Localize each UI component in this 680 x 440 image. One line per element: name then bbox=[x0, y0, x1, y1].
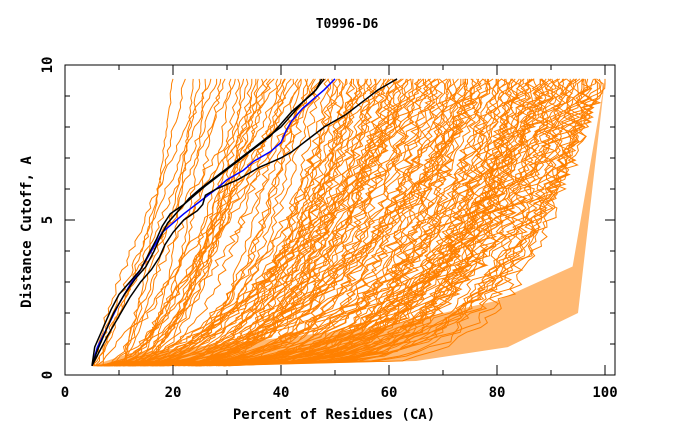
background-curve bbox=[113, 78, 387, 367]
background-curve bbox=[101, 78, 292, 367]
y-tick-label: 10 bbox=[40, 57, 56, 74]
background-curve bbox=[120, 78, 253, 367]
background-curve bbox=[184, 78, 482, 367]
background-curve bbox=[196, 78, 549, 367]
background-curve bbox=[156, 78, 589, 367]
background-curve bbox=[102, 78, 275, 366]
background-curve bbox=[114, 78, 422, 367]
background-curve bbox=[125, 78, 327, 366]
background-curve bbox=[191, 78, 538, 367]
highlight-black-3-line bbox=[91, 78, 398, 367]
background-curve bbox=[94, 78, 226, 367]
background-curve bbox=[95, 78, 268, 367]
highlight-black-2-line bbox=[91, 78, 323, 366]
background-curve bbox=[114, 78, 382, 367]
axis-ticks bbox=[64, 64, 615, 376]
background-curve bbox=[97, 78, 299, 367]
background-curve bbox=[105, 78, 519, 367]
background-curve bbox=[162, 78, 499, 367]
background-curve bbox=[122, 78, 344, 367]
y-tick-label: 5 bbox=[40, 216, 56, 224]
background-curve bbox=[107, 78, 257, 367]
background-curve bbox=[128, 78, 295, 366]
background-curve bbox=[92, 78, 456, 367]
background-curve bbox=[135, 78, 316, 367]
background-curve bbox=[98, 78, 222, 367]
background-curve bbox=[131, 78, 497, 367]
background-curve bbox=[132, 78, 531, 367]
background-curve bbox=[102, 78, 264, 367]
background-curve bbox=[103, 78, 510, 367]
background-curve bbox=[125, 78, 593, 367]
x-tick-label: 80 bbox=[489, 385, 506, 401]
background-curve bbox=[113, 78, 550, 367]
background-curve bbox=[103, 78, 440, 367]
background-curve bbox=[222, 78, 451, 367]
background-curve bbox=[165, 78, 493, 367]
background-curve bbox=[134, 78, 424, 367]
axis-tick-labels: 0 20 40 60 80 100 0 5 10 bbox=[40, 57, 618, 401]
x-tick-label: 0 bbox=[61, 385, 69, 401]
background-curve bbox=[130, 78, 358, 367]
background-curve bbox=[123, 78, 377, 367]
background-curve bbox=[93, 78, 212, 366]
background-curve bbox=[114, 78, 413, 367]
background-curve bbox=[151, 78, 541, 367]
background-curve bbox=[156, 78, 559, 367]
background-curve bbox=[133, 78, 271, 367]
x-tick-label: 20 bbox=[165, 385, 182, 401]
chart-title: T0996-D6 bbox=[316, 17, 379, 32]
background-curve bbox=[116, 78, 436, 367]
background-curve bbox=[144, 78, 446, 367]
background-curve bbox=[127, 78, 420, 367]
y-axis-label: Distance Cutoff, A bbox=[19, 156, 35, 308]
background-curve bbox=[103, 78, 364, 367]
background-curve bbox=[118, 78, 390, 367]
background-curve bbox=[121, 78, 201, 367]
background-curve bbox=[142, 78, 486, 367]
background-curve bbox=[128, 78, 475, 367]
background-curve bbox=[96, 78, 279, 367]
background-curve bbox=[122, 78, 369, 367]
background-curve bbox=[122, 78, 366, 367]
x-axis-label: Percent of Residues (CA) bbox=[233, 407, 435, 423]
background-curve bbox=[159, 78, 606, 367]
x-tick-label: 60 bbox=[381, 385, 398, 401]
background-curve bbox=[194, 78, 577, 367]
background-curve bbox=[159, 78, 545, 367]
background-curve bbox=[96, 78, 302, 367]
plot-area bbox=[91, 78, 606, 367]
background-curve bbox=[111, 78, 321, 367]
highlighted-model-curves bbox=[91, 78, 398, 367]
background-curve bbox=[112, 78, 311, 367]
background-curve bbox=[126, 78, 399, 367]
background-curve bbox=[135, 78, 444, 367]
background-curve bbox=[207, 78, 480, 367]
background-curve bbox=[133, 78, 464, 367]
y-tick-label: 0 bbox=[40, 371, 56, 379]
x-tick-label: 100 bbox=[592, 385, 617, 401]
background-model-curves bbox=[91, 78, 606, 367]
background-curve bbox=[92, 78, 218, 366]
background-curve bbox=[106, 78, 491, 367]
background-curve bbox=[110, 78, 286, 366]
background-curve bbox=[132, 78, 429, 367]
background-curve bbox=[115, 78, 416, 367]
background-curve bbox=[116, 78, 448, 367]
background-curve bbox=[174, 78, 494, 367]
background-curve bbox=[96, 78, 395, 367]
x-tick-label: 40 bbox=[273, 385, 290, 401]
